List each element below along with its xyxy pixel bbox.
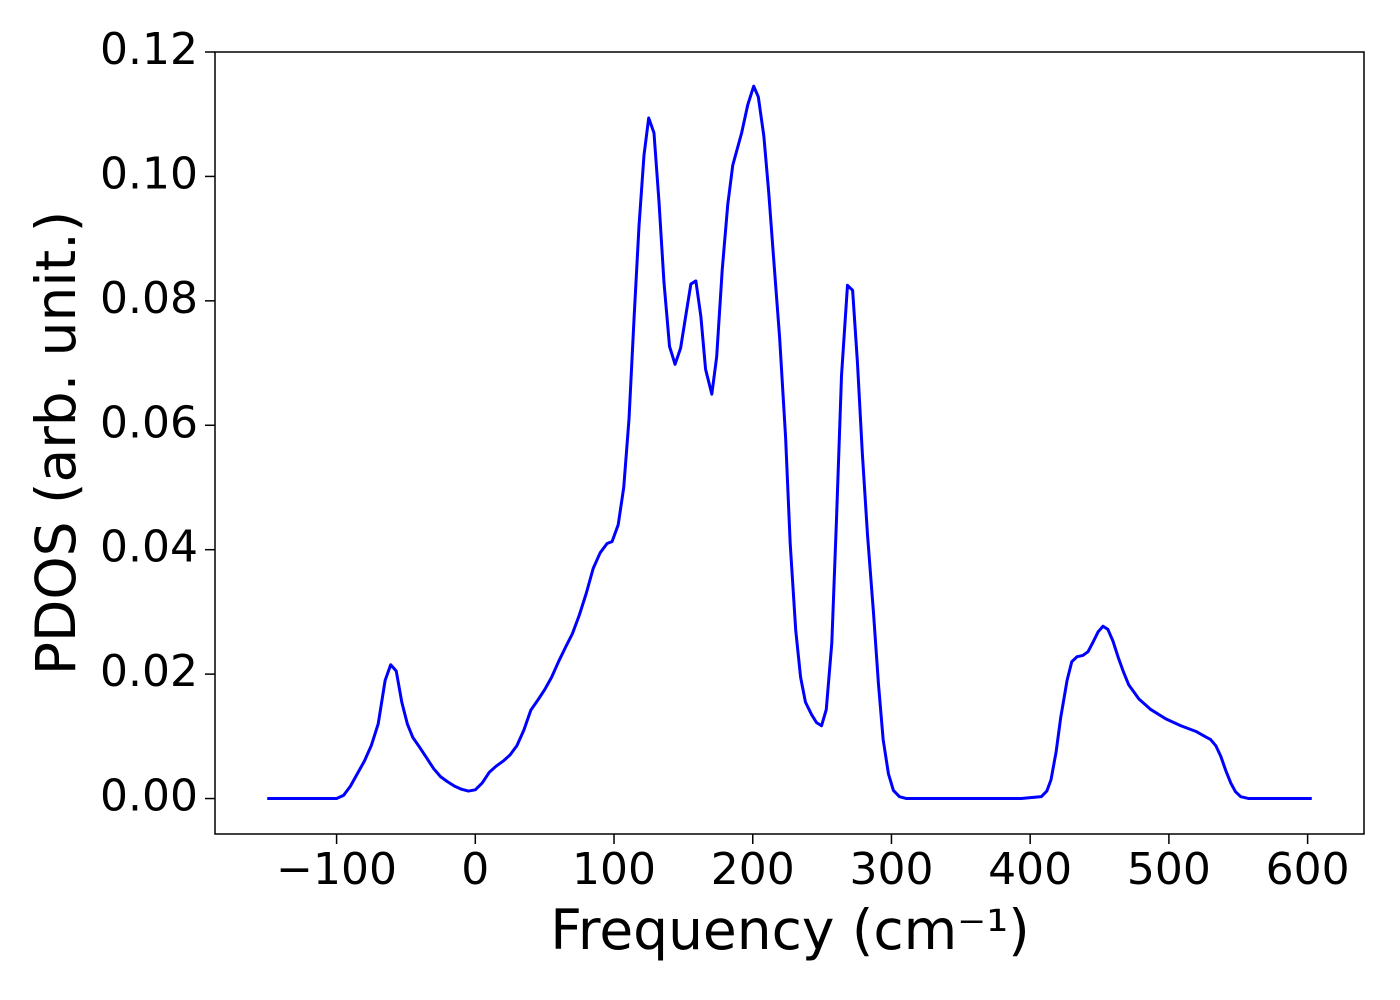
y-tick-label: 0.06 <box>100 397 198 448</box>
x-tick-label: 600 <box>1266 844 1350 895</box>
y-tick-label: 0.04 <box>100 522 198 573</box>
x-tick-label: 200 <box>711 844 795 895</box>
x-tick-label: 500 <box>1127 844 1211 895</box>
y-tick-label: 0.10 <box>100 148 198 199</box>
x-tick-label: 100 <box>572 844 656 895</box>
y-tick-label: 0.08 <box>100 273 198 324</box>
x-tick-label: 400 <box>988 844 1072 895</box>
plot-frame <box>214 51 1365 835</box>
x-tick-label: 0 <box>461 844 489 895</box>
y-tick-label: 0.00 <box>100 771 198 822</box>
x-tick-label: −100 <box>276 844 397 895</box>
y-tick-label: 0.12 <box>100 24 198 75</box>
x-tick-label: 300 <box>849 844 933 895</box>
y-tick-label: 0.02 <box>100 646 198 697</box>
x-axis-label: Frequency (cm⁻¹) <box>550 898 1029 962</box>
y-axis-label: PDOS (arb. unit.) <box>24 211 88 675</box>
line-series <box>267 84 1312 801</box>
